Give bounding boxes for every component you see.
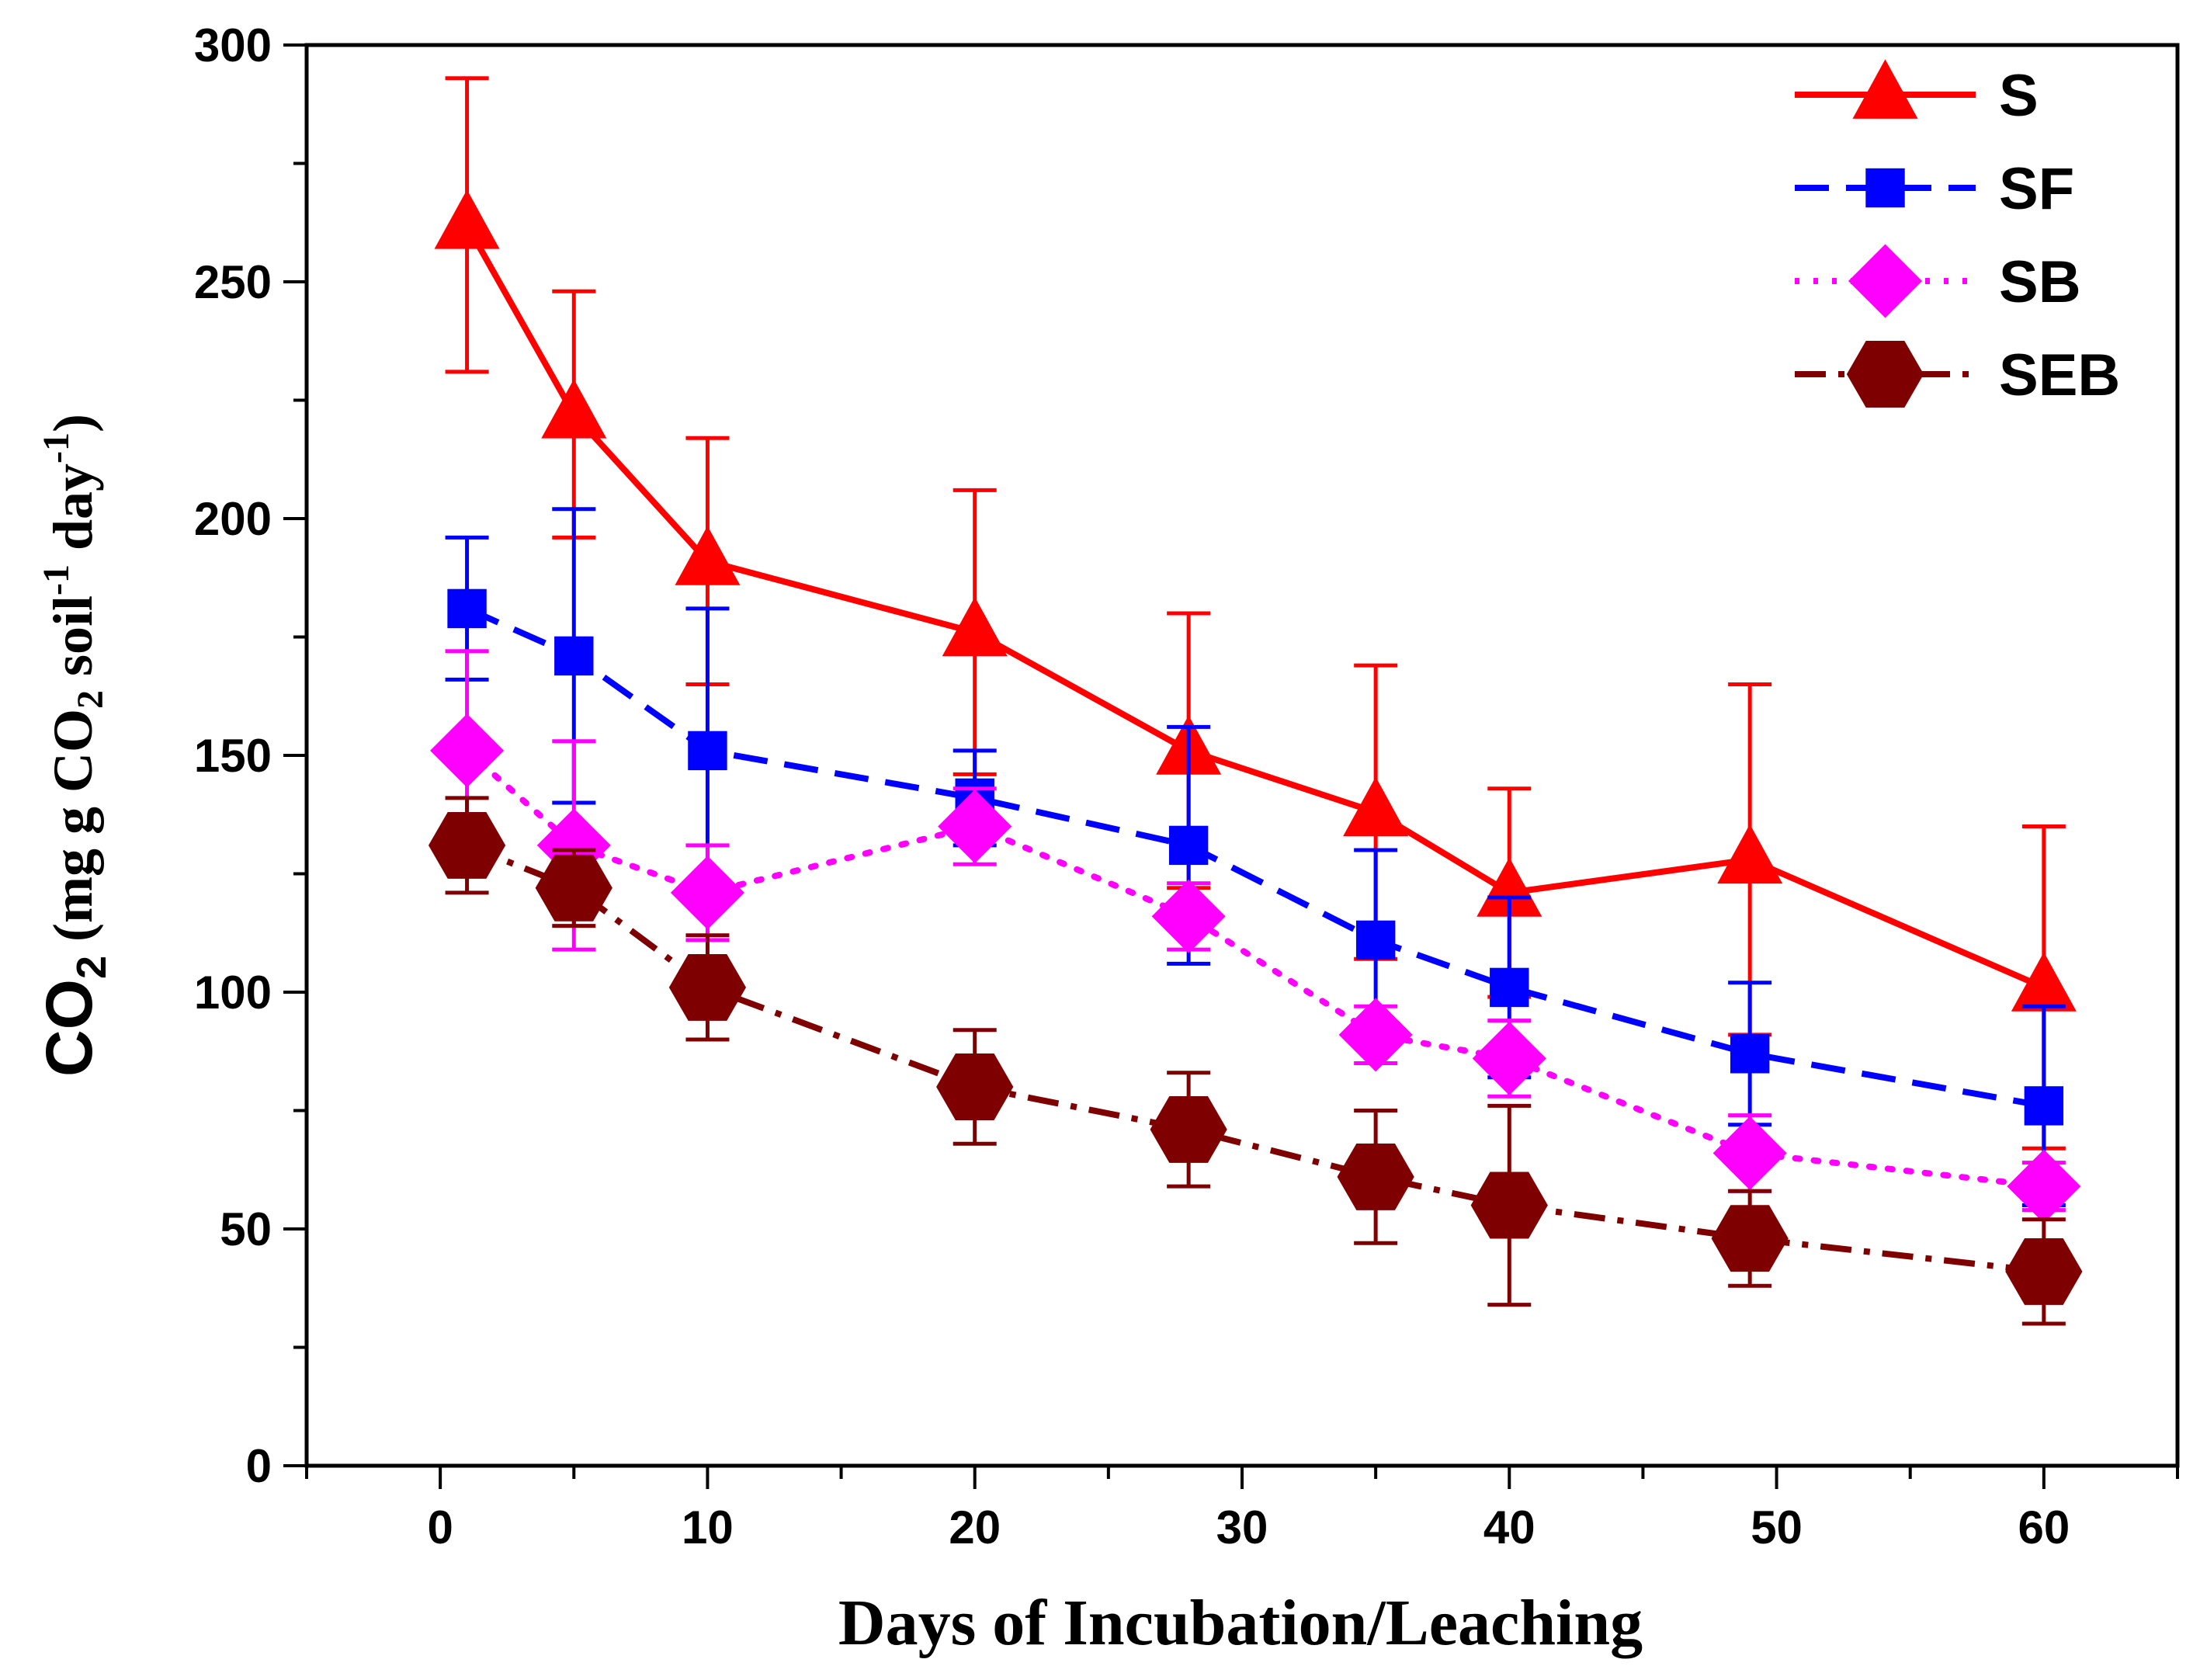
data-point — [2005, 1237, 2083, 1305]
y-tick-label: 0 — [246, 1440, 272, 1492]
y-title-unit: ) — [42, 414, 104, 432]
y-title-unit: day — [42, 463, 104, 564]
data-point — [1470, 1171, 1548, 1239]
y-title-co: CO — [33, 979, 106, 1077]
plot-area — [428, 76, 2083, 1326]
legend-item-s: S — [1795, 59, 2039, 129]
y-title-unit: (mg g CO — [42, 709, 104, 956]
data-point — [1490, 967, 1529, 1008]
data-point — [942, 596, 1008, 657]
x-tick-label: 10 — [682, 1501, 734, 1553]
data-point — [2007, 1149, 2081, 1224]
series-line-sb — [463, 747, 2047, 1190]
data-point — [1711, 1205, 1789, 1272]
y-axis-title: CO2 (mg g CO2 soil-1 day-1) — [33, 414, 115, 1077]
y-title-unit: soil — [42, 595, 104, 690]
data-point — [688, 731, 727, 771]
data-point — [1168, 825, 1209, 866]
data-point — [938, 789, 1012, 864]
y-title-sup: -1 — [36, 564, 77, 595]
data-point — [1337, 1143, 1414, 1210]
series-sb — [430, 649, 2081, 1224]
data-point — [2024, 1086, 2064, 1126]
legend-item-sf: SF — [1795, 156, 2074, 222]
x-tick-label: 0 — [427, 1501, 453, 1553]
legend-label: SB — [1999, 249, 2081, 315]
legend: S SF SB SEB — [1795, 59, 2120, 408]
data-point — [430, 713, 505, 788]
y-title-sub: 2 — [68, 956, 115, 979]
legend-marker — [1848, 244, 1923, 318]
data-point — [1712, 1116, 1787, 1190]
data-point — [1338, 998, 1413, 1072]
legend-marker — [1846, 341, 1924, 408]
y-tick-label: 100 — [194, 967, 272, 1019]
data-point — [1151, 879, 1226, 953]
data-point — [675, 526, 741, 585]
data-point — [1717, 824, 1783, 884]
y-title-sup: -1 — [36, 432, 77, 463]
y-tick-label: 300 — [194, 19, 272, 71]
series-seb — [428, 796, 2083, 1326]
legend-label: SEB — [1999, 342, 2120, 408]
y-tick-label: 150 — [194, 730, 272, 782]
x-tick-label: 20 — [949, 1501, 1001, 1553]
series-line-seb — [466, 842, 2045, 1275]
data-point — [428, 811, 506, 879]
legend-marker — [1852, 59, 1918, 119]
data-point — [1730, 1034, 1770, 1074]
axes: 0 50 100 150 200 250 300 0 10 20 30 40 50 60 — [194, 19, 2180, 1553]
data-point — [668, 953, 747, 1021]
data-point — [1343, 776, 1409, 837]
data-point — [535, 854, 612, 922]
x-tick-label: 30 — [1216, 1501, 1268, 1553]
legend-item-sb: SB — [1795, 244, 2081, 318]
data-point — [936, 1053, 1014, 1120]
y-tick-label: 250 — [194, 256, 272, 308]
data-point — [541, 379, 607, 439]
data-point — [2011, 952, 2077, 1012]
y-tick-label: 200 — [194, 493, 272, 545]
data-point — [447, 588, 487, 629]
data-point — [1355, 920, 1396, 960]
data-point — [554, 636, 594, 676]
x-tick-label: 60 — [2018, 1501, 2070, 1553]
legend-marker — [1865, 168, 1905, 208]
data-point — [1476, 857, 1542, 917]
legend-label: S — [1999, 63, 2039, 129]
series-sf — [445, 507, 2066, 1207]
y-title-sub: 2 — [70, 690, 111, 709]
data-point — [1150, 1095, 1227, 1163]
x-axis-title: Days of Incubation/Leaching — [838, 1587, 1643, 1659]
x-tick-label: 50 — [1751, 1501, 1803, 1553]
data-point — [670, 856, 744, 930]
data-point — [434, 189, 500, 249]
y-tick-label: 50 — [220, 1203, 272, 1255]
data-point — [1472, 1021, 1546, 1095]
legend-item-seb: SEB — [1795, 341, 2120, 408]
x-tick-label: 40 — [1483, 1501, 1535, 1553]
legend-label: SF — [1999, 156, 2074, 222]
